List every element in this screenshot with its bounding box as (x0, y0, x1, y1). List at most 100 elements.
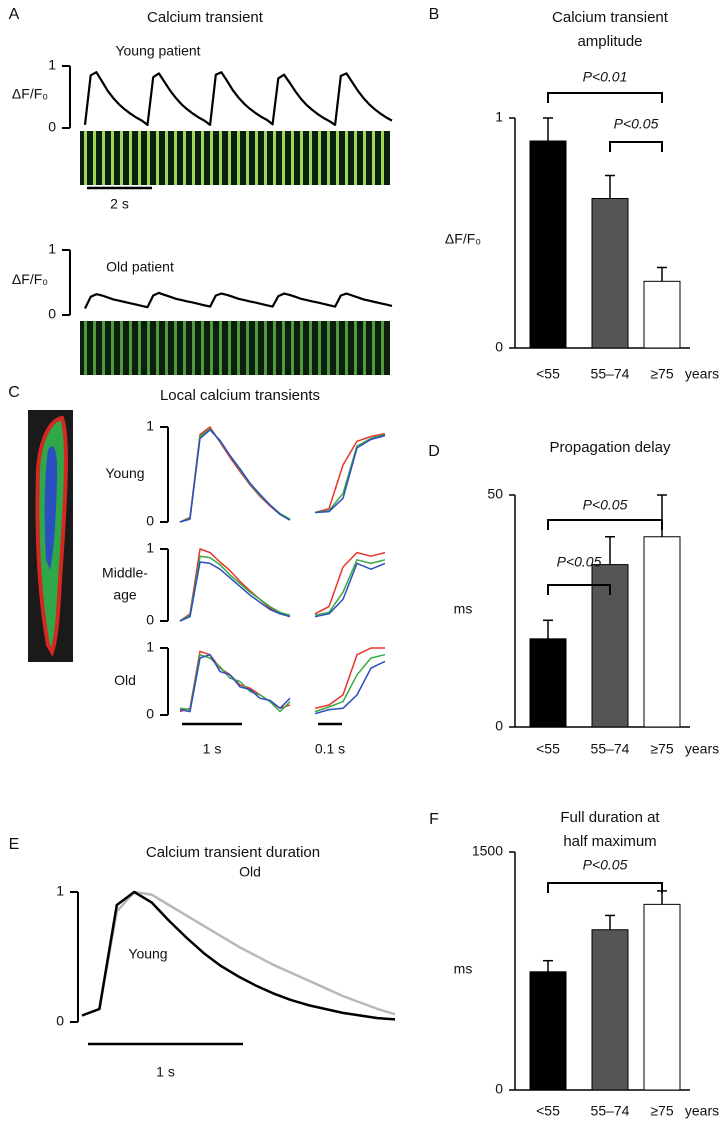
scale-bar-label: 0.1 s (315, 741, 345, 757)
y-tick-label: 0 (146, 612, 154, 628)
panel-title: amplitude (577, 33, 642, 50)
trace (84, 291, 393, 309)
line-scan-image (80, 321, 390, 375)
trace (314, 562, 386, 618)
trace (179, 555, 291, 622)
x-tick-label: <55 (536, 741, 560, 757)
y-tick-label: 1 (56, 883, 64, 899)
trace (314, 559, 386, 616)
significance-label: P<0.05 (583, 497, 628, 513)
trace (314, 653, 386, 713)
y-axis-label: ΔF/F₀ (445, 231, 481, 247)
y-tick-label: 0 (495, 718, 503, 734)
panel-label: D (428, 443, 440, 460)
y-tick-label: 1 (495, 109, 503, 125)
bar (529, 971, 567, 1091)
x-tick-label: ≥75 (650, 741, 673, 757)
x-tick-label: <55 (536, 1103, 560, 1119)
bar (591, 929, 629, 1091)
significance-bracket (547, 92, 663, 103)
x-tick-label: 55–74 (591, 366, 630, 382)
significance-label: P<0.05 (557, 554, 602, 570)
y-tick-label: 1500 (472, 843, 503, 859)
significance-label: P<0.01 (583, 69, 628, 85)
bar (643, 903, 681, 1091)
significance-bracket (547, 519, 663, 530)
y-axis-label: ΔF/F₀ (12, 271, 48, 287)
significance-bracket (547, 882, 663, 893)
panel-title: half maximum (563, 833, 656, 850)
panel-title: Calcium transient duration (146, 844, 320, 861)
x-tick-label: 55–74 (591, 1103, 630, 1119)
row-label: Old (114, 672, 136, 688)
trace (81, 890, 396, 1021)
y-tick-label: 0 (146, 513, 154, 529)
panel-title: Calcium transient (147, 9, 264, 26)
scale-bar-label: 2 s (110, 196, 129, 212)
y-tick-label: 0 (56, 1013, 64, 1029)
panel-label: A (9, 6, 20, 23)
series-label: Young (128, 946, 167, 962)
row-label: Middle- (102, 565, 148, 581)
significance-label: P<0.05 (583, 857, 628, 873)
y-tick-label: 1 (146, 418, 154, 434)
series-label: Old (239, 864, 261, 880)
x-tick-label: <55 (536, 366, 560, 382)
panel-title: Local calcium transients (160, 387, 320, 404)
trace (314, 434, 386, 514)
series-label: Old patient (106, 259, 174, 275)
y-tick-label: 0 (495, 1081, 503, 1097)
trace (314, 660, 386, 715)
y-tick-label: 1 (146, 639, 154, 655)
x-tick-label: ≥75 (650, 1103, 673, 1119)
x-axis-unit: years (685, 1103, 719, 1119)
y-tick-label: 1 (146, 540, 154, 556)
panel-title: Calcium transient (552, 9, 669, 26)
y-axis-label: ΔF/F₀ (12, 86, 48, 102)
panel-label: B (429, 6, 440, 23)
significance-bracket (547, 584, 611, 595)
panel-title: Full duration at (560, 809, 660, 826)
y-tick-label: 1 (48, 241, 56, 257)
trace (314, 647, 385, 710)
row-label: Young (105, 465, 144, 481)
y-tick-label: 0 (495, 339, 503, 355)
panel-label: F (429, 811, 439, 828)
trace (179, 561, 291, 622)
y-tick-label: 1 (48, 57, 56, 73)
significance-bracket (609, 141, 663, 152)
trace (179, 548, 291, 622)
bar (529, 638, 567, 728)
x-axis-unit: years (685, 366, 719, 382)
y-tick-label: 0 (48, 119, 56, 135)
trace (179, 429, 291, 523)
bar (591, 198, 629, 349)
bar (643, 536, 681, 728)
panel-title: Propagation delay (550, 439, 671, 456)
y-tick-label: 0 (48, 306, 56, 322)
x-tick-label: 55–74 (591, 741, 630, 757)
trace (314, 551, 386, 615)
scale-bar-label: 1 s (203, 741, 222, 757)
trace (179, 653, 291, 713)
panel-label: C (8, 384, 20, 401)
significance-label: P<0.05 (614, 116, 659, 132)
x-axis-unit: years (685, 741, 719, 757)
y-tick-label: 50 (487, 486, 503, 502)
row-label: age (113, 587, 137, 603)
trace (314, 433, 386, 514)
line-scan-image (80, 131, 390, 185)
bar (529, 140, 567, 349)
y-tick-label: 0 (146, 706, 154, 722)
bar (643, 280, 681, 349)
trace (314, 432, 386, 514)
cell-image (28, 410, 73, 662)
trace (83, 71, 393, 126)
series-label: Young patient (115, 43, 200, 59)
x-tick-label: ≥75 (650, 366, 673, 382)
scale-bar-label: 1 s (156, 1064, 175, 1080)
y-axis-label: ms (454, 961, 473, 977)
panel-label: E (9, 836, 20, 853)
y-axis-label: ms (454, 601, 473, 617)
